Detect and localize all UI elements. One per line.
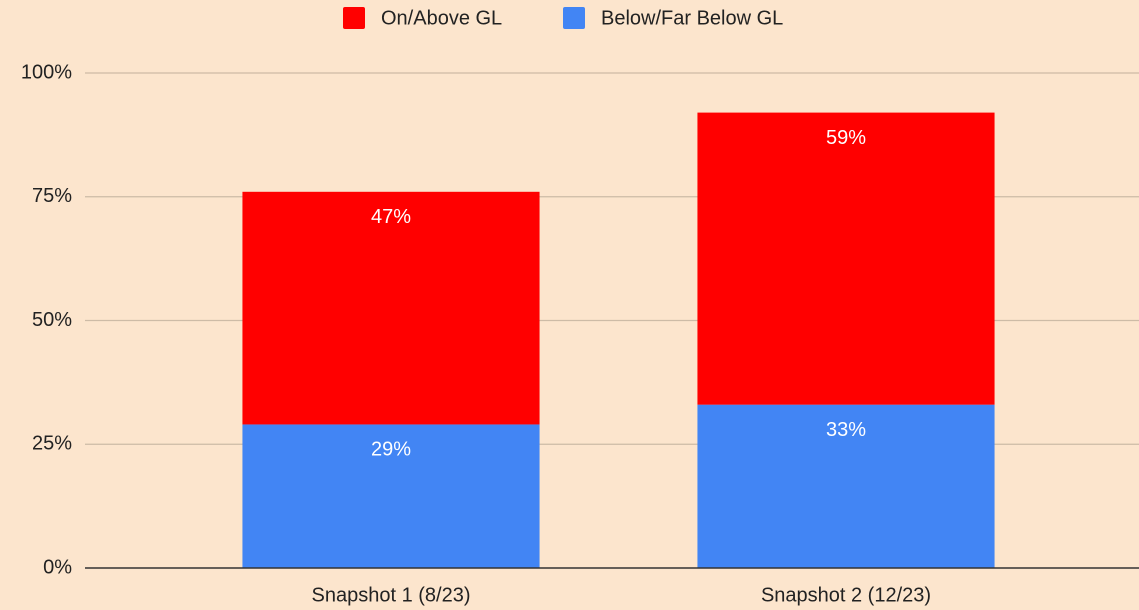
y-tick-label: 50% xyxy=(32,309,72,331)
bar-segment xyxy=(697,112,995,405)
value-label: 59% xyxy=(826,127,866,149)
bar-segment xyxy=(242,191,540,425)
y-tick-label: 100% xyxy=(21,61,72,83)
x-tick-label: Snapshot 1 (8/23) xyxy=(312,584,471,606)
legend-swatch xyxy=(563,7,585,29)
value-label: 47% xyxy=(371,206,411,228)
bar-segment xyxy=(697,404,995,568)
bar-segment xyxy=(242,424,540,568)
y-tick-label: 75% xyxy=(32,185,72,207)
legend-label: On/Above GL xyxy=(381,7,502,29)
x-tick-label: Snapshot 2 (12/23) xyxy=(761,584,931,606)
value-label: 29% xyxy=(371,439,411,461)
legend-label: Below/Far Below GL xyxy=(601,7,783,29)
value-label: 33% xyxy=(826,419,866,441)
y-tick-label: 25% xyxy=(32,433,72,455)
y-tick-label: 0% xyxy=(43,556,72,578)
legend-swatch xyxy=(343,7,365,29)
